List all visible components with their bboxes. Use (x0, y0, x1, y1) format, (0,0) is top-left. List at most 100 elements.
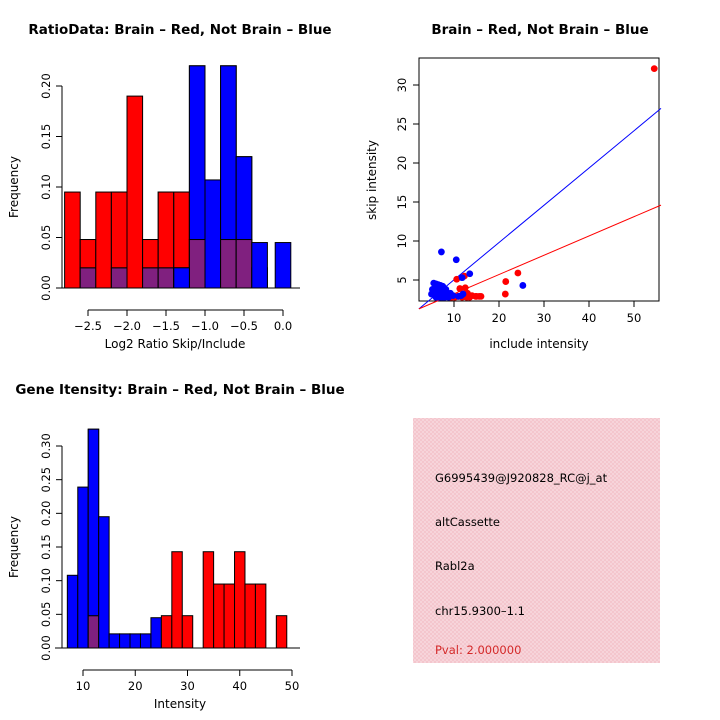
histogram-bar-top (157, 191, 175, 269)
y-tick-label: 0.30 (39, 433, 53, 459)
y-tick-label: 5 (395, 276, 409, 283)
histogram-bar-blue (204, 179, 222, 289)
scatter-point (445, 293, 452, 301)
ratio-y-axis-label: Frequency (7, 156, 21, 218)
y-tick-label: 0.00 (39, 275, 53, 301)
x-tick-label: 50 (627, 311, 642, 325)
scatter-point (453, 275, 461, 283)
y-tick-label: 0.10 (39, 174, 53, 200)
scatter-x-ticks: 10 20 30 40 50 (447, 301, 642, 325)
x-tick-label: 30 (537, 311, 552, 325)
y-tick-label: 0.05 (39, 225, 53, 251)
histogram-bar-blue (66, 574, 79, 649)
pval-text: Pval: 2.000000 (435, 643, 522, 657)
histogram-bar-overlap (188, 239, 206, 289)
gene-y-axis-label: Frequency (7, 516, 21, 578)
scatter-point (456, 285, 464, 292)
scatter-point (475, 292, 483, 300)
y-tick-label: 30 (395, 78, 409, 93)
scatter-point (514, 269, 522, 277)
scatter-x-axis-label: include intensity (489, 337, 588, 351)
y-tick-label: 0.00 (39, 635, 53, 661)
scatter-point (438, 248, 445, 256)
ratio-histogram-svg: 0.00 0.05 0.10 0.15 0.20 −2.5 −2.0 −1.5 −1.0 −0.… (7, 65, 300, 351)
y-tick-label: 0.25 (39, 467, 53, 493)
scatter-point (459, 290, 467, 298)
y-tick-label: 15 (395, 195, 409, 210)
y-tick-label: 20 (395, 156, 409, 171)
histogram-bar-red (213, 583, 225, 649)
x-tick-label: −1.0 (191, 319, 219, 333)
scatter-point (452, 256, 460, 264)
histogram-bar-red (244, 583, 256, 649)
histogram-bar-overlap (79, 267, 97, 289)
histogram-bar-top (173, 191, 190, 269)
scatter-title: Brain – Red, Not Brain – Blue (431, 22, 649, 38)
scatter-y-axis-label: skip intensity (365, 140, 379, 220)
x-tick-label: −0.5 (230, 319, 258, 333)
scatter-svg: 5 10 15 20 25 30 10 20 30 40 50 include intensity… (365, 57, 662, 351)
histogram-bar-overlap (235, 239, 253, 289)
histogram-bar-top (110, 191, 128, 269)
scatter-point (650, 65, 658, 73)
scatter-point (519, 282, 527, 289)
histogram-bar-red (223, 583, 236, 649)
locus-text: chr15.9300–1.1 (435, 604, 525, 618)
histogram-bar-top (87, 428, 100, 617)
probe-id-text: G6995439@J920828_RC@j_at (435, 471, 608, 485)
x-tick-label: −2.0 (113, 319, 141, 333)
fit-line (418, 108, 662, 310)
scatter-point (465, 292, 472, 300)
ratio-histogram-bars (64, 65, 292, 289)
histogram-bar-top (220, 65, 237, 241)
x-tick-label: −1.5 (152, 319, 180, 333)
histogram-bar-red (254, 583, 267, 649)
scatter-frame (418, 57, 660, 302)
histogram-bar-blue (150, 617, 162, 649)
histogram-bar-blue (129, 633, 141, 649)
y-tick-label: 0.10 (39, 568, 53, 594)
x-tick-label: 30 (180, 679, 195, 693)
scatter-panel: Brain – Red, Not Brain – Blue 5 10 15 20 25 3… (360, 0, 720, 360)
scatter-y-ticks: 5 10 15 20 25 30 (395, 78, 419, 284)
histogram-bar-overlap (110, 267, 128, 289)
x-tick-label: 50 (285, 679, 300, 693)
ratio-histogram-title: RatioData: Brain – Red, Not Brain – Blue (28, 22, 332, 38)
scatter-point (502, 278, 510, 285)
histogram-bar-top (142, 239, 159, 269)
histogram-bar-red (95, 191, 112, 289)
x-tick-label: 40 (232, 679, 247, 693)
histogram-bar-red (171, 551, 183, 649)
y-tick-label: 10 (395, 234, 409, 249)
x-tick-label: 0.0 (274, 319, 292, 333)
gene-histogram-svg: 0.000.050.100.150.200.250.30 10 20 30 40 50 … (7, 428, 300, 711)
histogram-bar-red (126, 95, 144, 289)
gene-y-ticks: 0.00 0.05 0.10 0.15 0.20 0.25 0.30 (39, 433, 62, 661)
x-tick-label: 40 (582, 311, 597, 325)
histogram-bar-overlap (142, 267, 159, 289)
histogram-bar-blue (98, 516, 110, 649)
y-tick-label: 0.15 (39, 124, 53, 150)
histogram-bar-overlap (87, 615, 100, 649)
x-tick-label: −2.5 (74, 319, 102, 333)
histogram-bar-red (202, 551, 215, 649)
scatter-points (428, 65, 658, 301)
scatter-point (501, 290, 509, 298)
gene-x-ticks: 10 20 30 40 50 (76, 670, 300, 693)
ratio-x-axis-label: Log2 Ratio Skip/Include (105, 337, 246, 351)
histogram-bar-top (235, 156, 253, 241)
histogram-bar-blue (108, 633, 121, 649)
histogram-bar-blue (77, 486, 89, 649)
x-tick-label: 10 (447, 311, 462, 325)
histogram-bar-red (181, 615, 194, 649)
gene-symbol-text: Rabl2a (435, 559, 475, 573)
gene-histogram-title: Gene Itensity: Brain – Red, Not Brain – … (15, 382, 345, 398)
histogram-bar-top (188, 65, 206, 241)
histogram-bar-red (234, 551, 246, 649)
gene-histogram-panel: Gene Itensity: Brain – Red, Not Brain – … (0, 360, 360, 720)
gene-x-axis-label: Intensity (154, 697, 206, 711)
ratio-y-ticks: 0.00 0.05 0.10 0.15 0.20 (39, 73, 62, 301)
y-tick-label: 0.20 (39, 73, 53, 99)
histogram-bar-top (79, 239, 97, 269)
scatter-point (466, 270, 474, 278)
